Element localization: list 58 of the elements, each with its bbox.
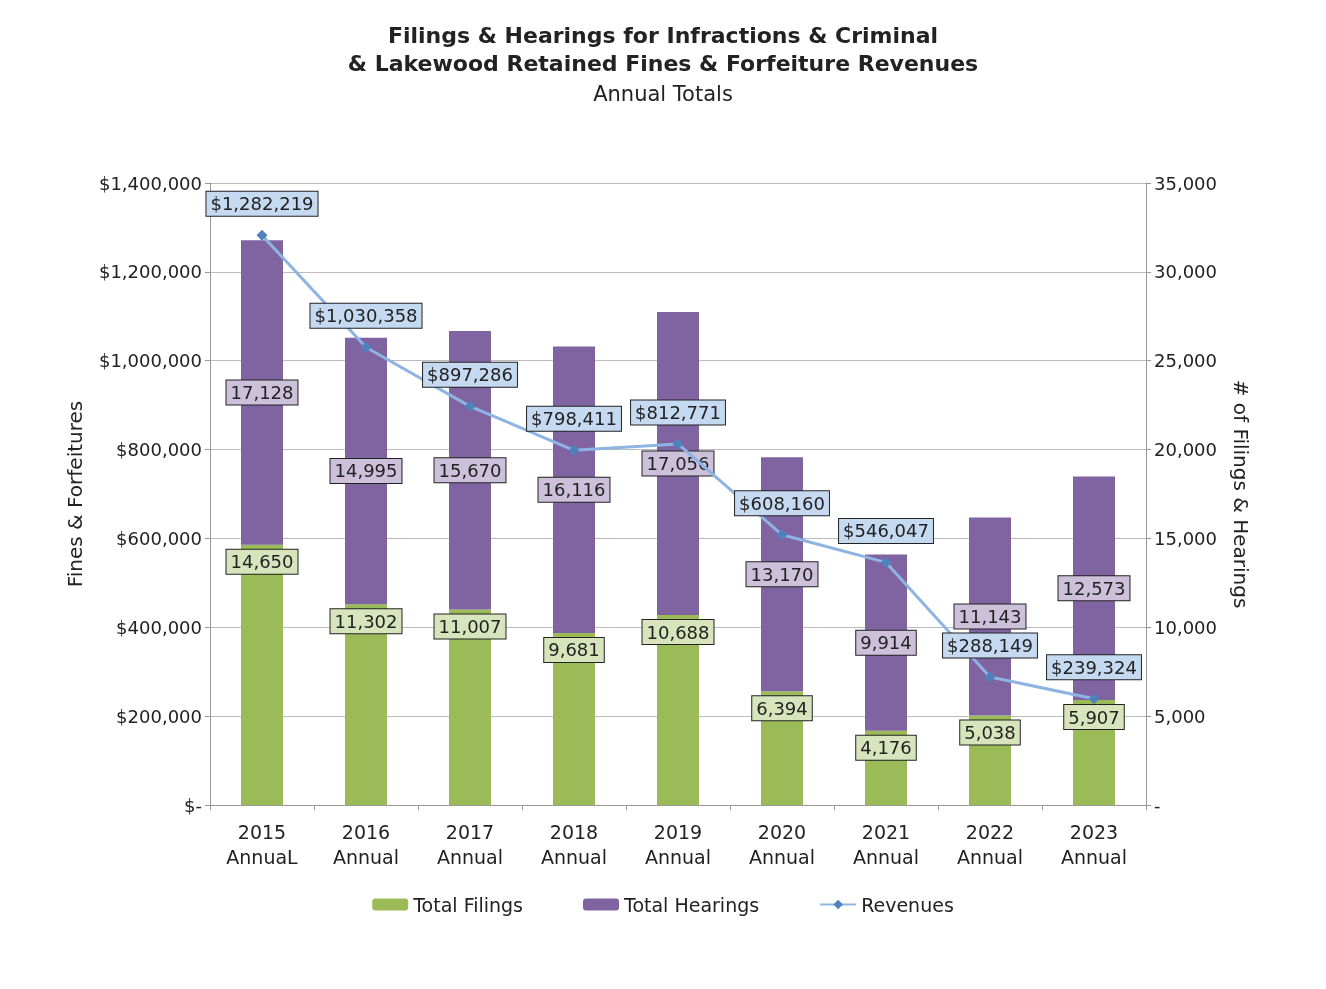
x-tick-label: 2018 Annual [540,820,608,868]
data-label: 10,688 [646,621,710,643]
data-label: $1,030,358 [314,305,418,327]
y2-tick-label: 25,000 [1154,350,1217,372]
y2-tick-label: 10,000 [1154,616,1217,638]
y-tick-label: $1,000,000 [98,350,202,372]
x-tick-label: 2016 Annual [332,820,400,868]
legend-label: Revenues [861,893,954,916]
y-tick-label: $- [184,794,202,816]
y-tick-label: $1,200,000 [98,261,202,283]
data-label: 5,038 [964,721,1016,743]
y-tick-label: $800,000 [116,439,202,461]
data-label: $897,286 [427,364,513,386]
data-label: 16,116 [542,479,606,501]
data-label: $239,324 [1051,656,1137,678]
data-label: 12,573 [1062,577,1126,599]
data-label: 11,302 [334,610,398,632]
data-label: $546,047 [843,520,929,542]
x-tick-label: 2023 Annual [1060,820,1128,868]
data-label: 11,007 [438,615,502,637]
data-label: 6,394 [756,697,808,719]
x-tick-label: 2017 Annual [436,820,504,868]
chart-subtitle: Annual Totals [593,81,733,106]
y2-tick-label: 15,000 [1154,527,1217,549]
data-label: $1,282,219 [210,193,314,215]
data-label: 13,170 [750,563,814,585]
y2-tick-label: 20,000 [1154,439,1217,461]
data-label: $288,149 [947,634,1033,656]
y-tick-label: $400,000 [116,616,202,638]
data-label: 14,995 [334,460,398,482]
x-tick-label: 2022 Annual [956,820,1024,868]
y-tick-label: $600,000 [116,527,202,549]
legend-label: Total Hearings [623,893,760,916]
data-label: 14,650 [230,551,294,573]
data-label: $812,771 [635,401,721,423]
data-label: 17,128 [230,381,294,403]
x-tick-label: 2015 AnnuaL [226,820,299,868]
x-tick-label: 2019 Annual [644,820,712,868]
data-label: 15,670 [438,459,502,481]
data-label: 4,176 [860,737,912,759]
data-label: 9,681 [548,639,600,661]
y2-tick-label: 5,000 [1154,705,1206,727]
y2-tick-label: 30,000 [1154,261,1217,283]
y2-tick-label: 35,000 [1154,172,1217,194]
data-label: 5,907 [1068,706,1120,728]
data-label: $798,411 [531,408,617,430]
x-tick-label: 2020 Annual [748,820,816,868]
data-label: $608,160 [739,492,825,514]
x-tick-label: 2021 Annual [852,820,920,868]
y-axis-title: Fines & Forfeitures [63,400,87,588]
y-tick-label: $1,400,000 [98,172,202,194]
data-label: 11,143 [958,605,1022,627]
y2-tick-label: - [1154,794,1161,816]
y-tick-label: $200,000 [116,705,202,727]
data-label: 9,914 [860,632,912,654]
y2-axis-title: # of Filings & Hearings [1229,379,1253,609]
legend-label: Total Filings [412,893,524,916]
chart-title: Filings & Hearings for Infractions & Criminal & Lakewood Retained Fines & Forfeiture Revenues [347,22,979,76]
